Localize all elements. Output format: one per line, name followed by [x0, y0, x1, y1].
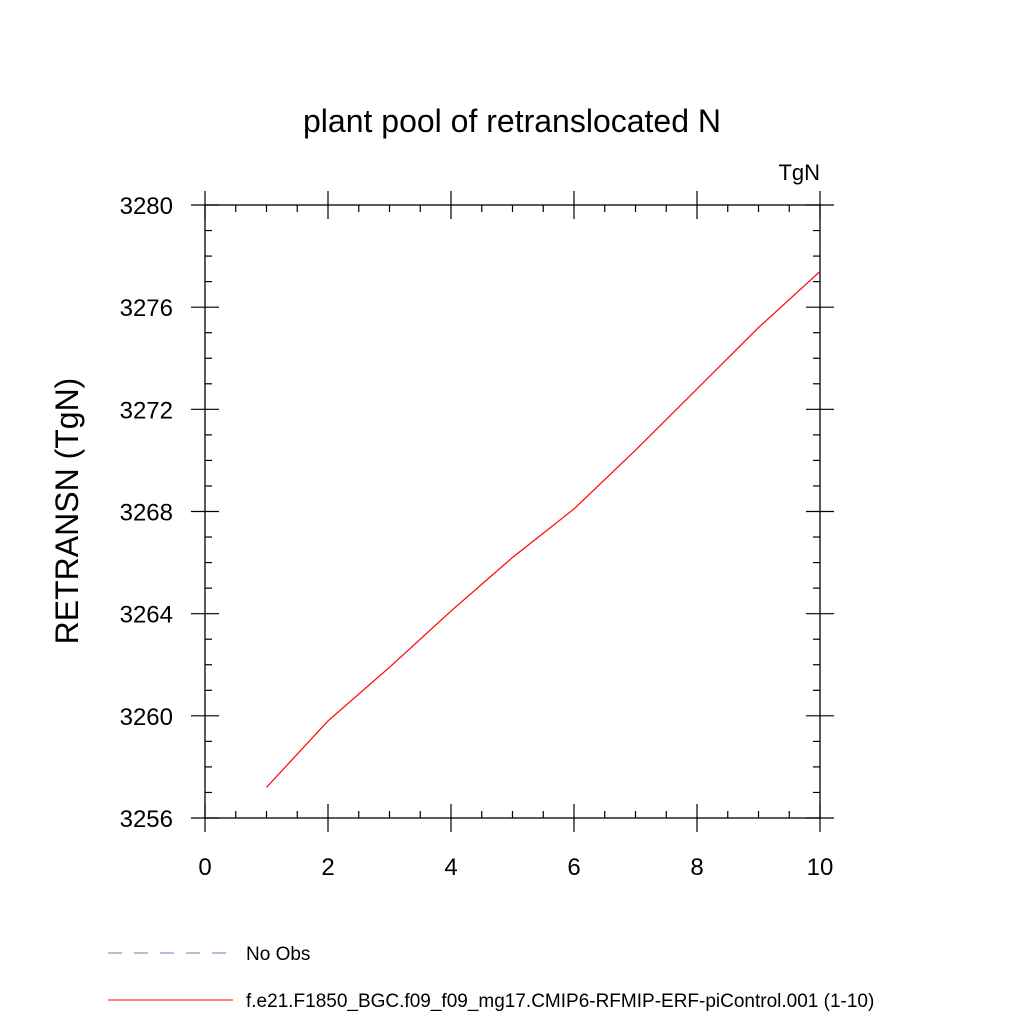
x-tick-label: 6 [567, 854, 580, 881]
tick-labels: 0 2 4 6 8 10 3256 3260 3264 3268 3272 3276 3280 [120, 193, 834, 881]
x-tick-label: 8 [690, 854, 703, 881]
y-tick-label: 3280 [120, 193, 173, 220]
series-line [266, 270, 821, 788]
y-tick-label: 3268 [120, 500, 173, 527]
y-axis-label: RETRANSN (TgN) [49, 378, 85, 645]
y-tick-label: 3272 [120, 397, 173, 424]
units-label: TgN [778, 160, 820, 185]
y-tick-label: 3276 [120, 295, 173, 322]
series-layer [266, 270, 821, 788]
x-tick-label: 4 [444, 854, 457, 881]
tick-marks [191, 191, 834, 832]
x-tick-label: 2 [321, 854, 334, 881]
chart-title: plant pool of retranslocated N [303, 103, 721, 139]
x-tick-label: 0 [198, 854, 211, 881]
plot-frame [204, 204, 821, 819]
y-tick-label: 3256 [120, 806, 173, 833]
y-tick-label: 3260 [120, 704, 173, 731]
legend: No Obs f.e21.F1850_BGC.f09_f09_mg17.CMIP6… [108, 944, 874, 1012]
legend-label: No Obs [246, 944, 310, 965]
legend-label: f.e21.F1850_BGC.f09_f09_mg17.CMIP6-RFMIP… [246, 991, 874, 1012]
x-tick-label: 10 [807, 854, 834, 881]
y-tick-label: 3264 [120, 602, 173, 629]
